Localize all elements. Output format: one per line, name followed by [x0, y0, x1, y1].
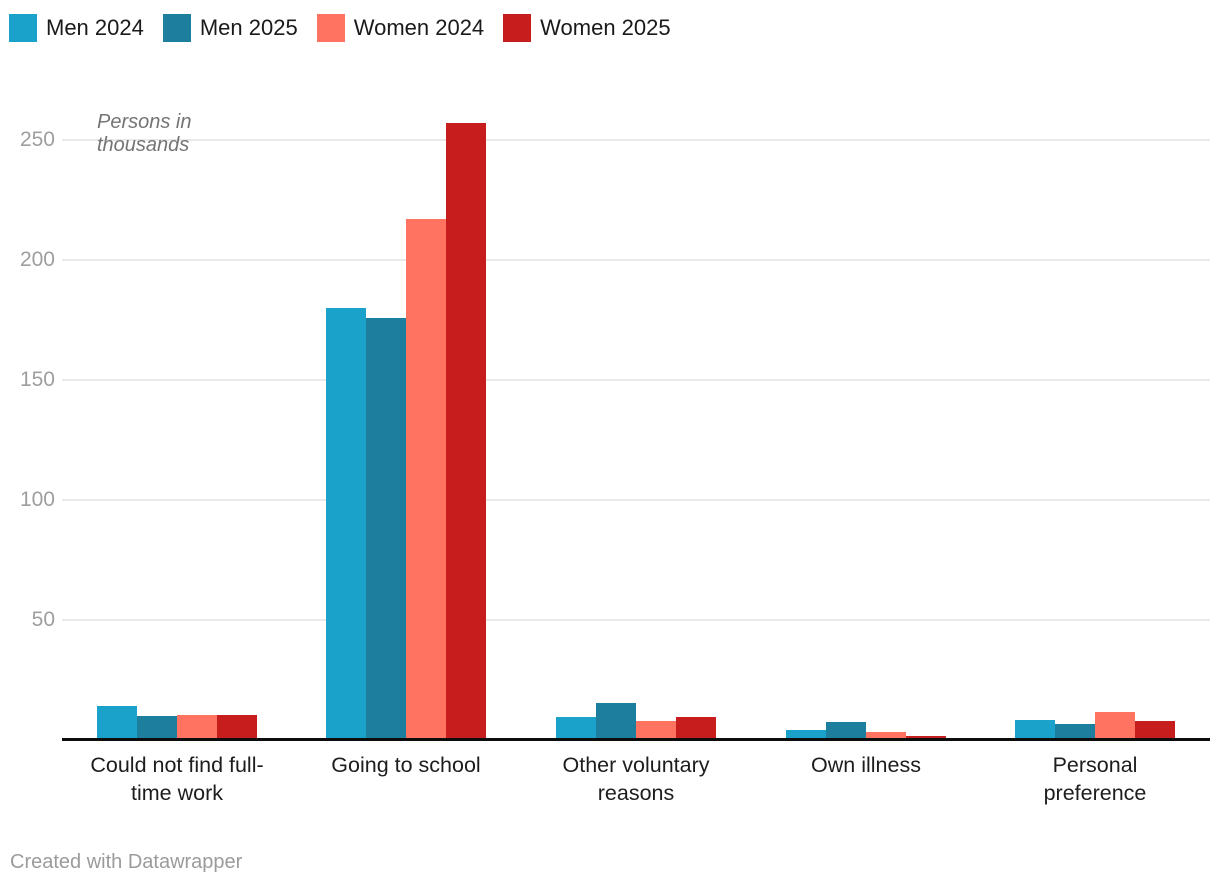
- bar-women-2024[interactable]: [636, 721, 676, 740]
- y-axis-tick-label: 200: [19, 248, 55, 271]
- bar-women-2025[interactable]: [676, 717, 716, 740]
- bar-women-2025[interactable]: [446, 123, 486, 740]
- y-axis-tick-label: 150: [19, 368, 55, 391]
- bar-women-2024[interactable]: [406, 219, 446, 740]
- legend-label: Men 2025: [199, 15, 298, 40]
- bar-women-2024[interactable]: [177, 715, 217, 740]
- legend-label: Women 2024: [353, 15, 485, 40]
- legend-label: Women 2025: [540, 15, 671, 40]
- legend-swatch-women-2025: [503, 14, 532, 42]
- legend-item-men-2024: Men 2024: [9, 14, 144, 42]
- bar-women-2025[interactable]: [217, 715, 257, 740]
- bar-men-2025[interactable]: [1055, 724, 1095, 740]
- bar-women-2025[interactable]: [1135, 721, 1175, 740]
- legend-swatch-men-2025: [162, 14, 191, 42]
- gridline-150: [62, 379, 1210, 381]
- legend-label: Men 2024: [46, 15, 144, 40]
- gridline-250: [62, 139, 1210, 141]
- bar-men-2025[interactable]: [137, 716, 177, 740]
- y-axis-tick-label: 100: [19, 488, 55, 511]
- bar-men-2025[interactable]: [826, 722, 866, 740]
- gridline-200: [62, 259, 1210, 261]
- bar-men-2024[interactable]: [97, 706, 137, 740]
- y-axis-tick-label: 250: [19, 128, 55, 151]
- legend-swatch-women-2024: [316, 14, 345, 42]
- category-label: Going to school: [331, 753, 481, 777]
- gridline-100: [62, 499, 1210, 501]
- legend: Men 2024 Men 2025 Women 2024 Women 2025: [9, 14, 671, 42]
- x-axis-baseline: [62, 738, 1210, 741]
- bar-women-2024[interactable]: [1095, 712, 1135, 740]
- bar-men-2024[interactable]: [556, 717, 596, 740]
- y-axis-tick-label: 50: [31, 608, 55, 631]
- bar-men-2024[interactable]: [1015, 720, 1055, 740]
- bar-men-2024[interactable]: [326, 308, 366, 740]
- category-label: Personal preference: [1043, 753, 1147, 805]
- legend-item-women-2025: Women 2025: [503, 14, 671, 42]
- y-axis-title: Persons in thousands: [97, 111, 192, 156]
- legend-item-men-2025: Men 2025: [162, 14, 298, 42]
- legend-item-women-2024: Women 2024: [316, 14, 485, 42]
- bar-men-2025[interactable]: [596, 703, 636, 740]
- gridline-50: [62, 619, 1210, 621]
- datawrapper-attribution-link[interactable]: Created with Datawrapper: [10, 851, 243, 873]
- bar-men-2024[interactable]: [786, 730, 826, 740]
- category-label: Own illness: [811, 753, 921, 777]
- bar-men-2025[interactable]: [366, 318, 406, 740]
- legend-swatch-men-2024: [9, 14, 37, 42]
- bar-women-2024[interactable]: [866, 732, 906, 740]
- category-label: Could not find full- time work: [90, 753, 264, 805]
- category-label: Other voluntary reasons: [562, 753, 710, 805]
